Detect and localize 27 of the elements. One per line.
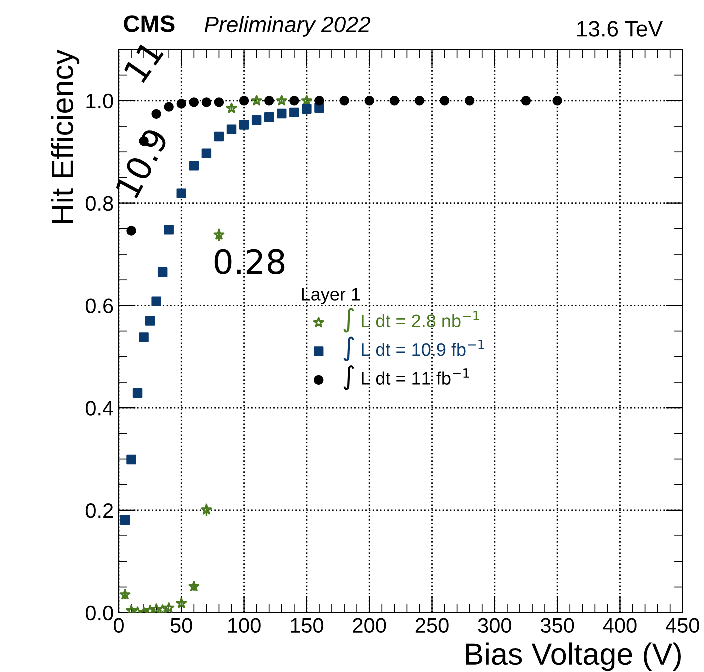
legend-label: ∫ L dt = 2.8 nb$^{−1}$ [344, 308, 480, 333]
legend-label: ∫ L dt = 11 fb$^{−1}$ [344, 365, 470, 390]
x-axis-title: Bias Voltage (V) [466, 642, 681, 672]
x-tick-label: 50 [170, 618, 192, 634]
x-tick-label: 450 [666, 618, 700, 634]
x-tick-label: 200 [353, 618, 386, 634]
legend-title: Layer 1 [302, 288, 360, 304]
y-tick-label: 0.6 [86, 298, 114, 314]
x-tick-label: 350 [540, 618, 574, 634]
chart-subtitle: Preliminary 2022 [204, 16, 371, 37]
x-tick-label: 400 [603, 618, 637, 634]
y-tick-label: 0.0 [86, 606, 114, 621]
y-tick-label: 0.2 [86, 503, 114, 518]
annotation: 0.28 [214, 249, 285, 275]
y-axis-title: Hit Efficiency [51, 50, 80, 224]
x-tick-label: 100 [228, 618, 261, 634]
y-tick-label: 0.8 [86, 196, 114, 212]
y-tick-label: 0.4 [86, 401, 114, 416]
legend-label: ∫ L dt = 10.9 fb$^{−1}$ [344, 336, 484, 362]
chart-title: CMS [124, 16, 175, 32]
annotation: 11 [124, 40, 164, 84]
x-tick-label: 300 [478, 618, 512, 634]
x-tick-label: 150 [291, 618, 324, 634]
text: 13.6 TeV [578, 21, 664, 37]
y-tick-label: 1.0 [86, 94, 114, 109]
x-tick-label: 0 [114, 618, 124, 634]
x-tick-label: 250 [416, 618, 449, 634]
